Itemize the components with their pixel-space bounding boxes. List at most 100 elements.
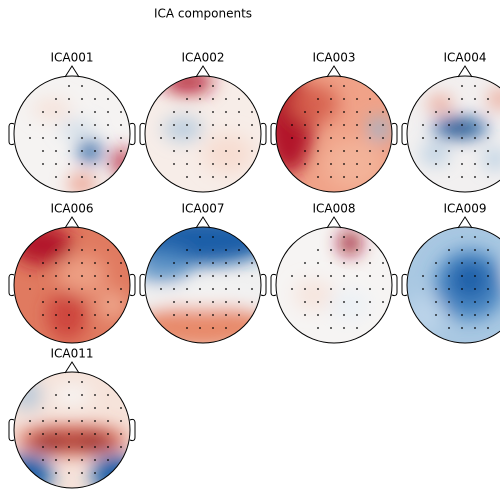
sensor bbox=[369, 288, 371, 290]
nose bbox=[195, 65, 211, 78]
sensor bbox=[68, 275, 70, 277]
sensor bbox=[68, 163, 70, 165]
sensor bbox=[356, 301, 358, 303]
sensor bbox=[461, 163, 463, 165]
sensor bbox=[448, 262, 450, 264]
sensor bbox=[55, 163, 57, 165]
sensor bbox=[343, 275, 345, 277]
sensor bbox=[225, 176, 227, 178]
sensor bbox=[435, 137, 437, 139]
sensor bbox=[330, 288, 332, 290]
sensor bbox=[238, 275, 240, 277]
sensor bbox=[487, 301, 489, 303]
sensor bbox=[107, 288, 109, 290]
sensor bbox=[304, 124, 306, 126]
sensor bbox=[81, 433, 83, 435]
topomap: ICA004 bbox=[401, 51, 500, 193]
sensor bbox=[212, 262, 214, 264]
sensor bbox=[251, 137, 253, 139]
map-blob bbox=[57, 255, 107, 295]
sensor bbox=[356, 249, 358, 251]
sensor bbox=[173, 314, 175, 316]
sensor bbox=[199, 327, 201, 329]
sensor bbox=[343, 301, 345, 303]
sensor bbox=[107, 137, 109, 139]
map-blob bbox=[324, 139, 384, 189]
head-outline bbox=[144, 75, 262, 193]
sensor bbox=[81, 137, 83, 139]
sensor bbox=[461, 249, 463, 251]
sensor bbox=[238, 137, 240, 139]
sensor bbox=[120, 137, 122, 139]
sensor bbox=[199, 137, 201, 139]
sensor bbox=[474, 124, 476, 126]
sensor bbox=[448, 275, 450, 277]
sensor bbox=[199, 111, 201, 113]
sensor bbox=[474, 327, 476, 329]
sensor bbox=[304, 314, 306, 316]
sensor bbox=[29, 420, 31, 422]
topomap-image bbox=[145, 227, 261, 343]
sensor bbox=[225, 249, 227, 251]
sensor bbox=[55, 176, 57, 178]
sensor bbox=[81, 394, 83, 396]
sensor bbox=[94, 301, 96, 303]
sensor bbox=[107, 98, 109, 100]
sensor bbox=[317, 137, 319, 139]
sensor bbox=[317, 124, 319, 126]
sensor bbox=[225, 288, 227, 290]
sensor bbox=[68, 137, 70, 139]
sensor bbox=[42, 301, 44, 303]
sensor bbox=[42, 262, 44, 264]
sensor bbox=[474, 275, 476, 277]
sensor bbox=[474, 150, 476, 152]
sensor bbox=[173, 288, 175, 290]
sensor bbox=[343, 98, 345, 100]
sensor bbox=[448, 98, 450, 100]
sensor bbox=[55, 262, 57, 264]
sensor bbox=[225, 262, 227, 264]
component-label: ICA011 bbox=[50, 347, 93, 361]
topomap: ICA006 bbox=[8, 202, 136, 344]
sensor bbox=[238, 314, 240, 316]
map-blob bbox=[14, 380, 42, 410]
sensor bbox=[225, 137, 227, 139]
sensor bbox=[382, 288, 384, 290]
sensor bbox=[212, 301, 214, 303]
sensor bbox=[474, 236, 476, 238]
sensor bbox=[81, 407, 83, 409]
sensor bbox=[343, 249, 345, 251]
sensor bbox=[81, 446, 83, 448]
sensor bbox=[382, 150, 384, 152]
sensor bbox=[461, 111, 463, 113]
sensor bbox=[487, 275, 489, 277]
map-blob bbox=[52, 385, 92, 405]
right-ear bbox=[391, 122, 398, 146]
sensor bbox=[29, 275, 31, 277]
sensor bbox=[382, 262, 384, 264]
sensor bbox=[382, 137, 384, 139]
sensor bbox=[448, 137, 450, 139]
sensor bbox=[238, 249, 240, 251]
left-ear bbox=[139, 122, 146, 146]
sensor bbox=[107, 111, 109, 113]
sensor bbox=[356, 150, 358, 152]
sensor bbox=[120, 407, 122, 409]
sensor bbox=[68, 98, 70, 100]
figure-title: ICA components bbox=[154, 7, 252, 21]
sensor bbox=[330, 85, 332, 87]
map-blob bbox=[483, 149, 500, 169]
map-blob bbox=[112, 148, 130, 176]
sensor bbox=[199, 163, 201, 165]
map-blob bbox=[32, 434, 72, 450]
sensor bbox=[487, 98, 489, 100]
sensor bbox=[81, 301, 83, 303]
sensor bbox=[304, 137, 306, 139]
topomap: ICA007 bbox=[139, 202, 267, 344]
sensor bbox=[461, 275, 463, 277]
sensor bbox=[160, 137, 162, 139]
sensor bbox=[304, 163, 306, 165]
sensor bbox=[81, 327, 83, 329]
sensor bbox=[94, 472, 96, 474]
sensor bbox=[42, 150, 44, 152]
